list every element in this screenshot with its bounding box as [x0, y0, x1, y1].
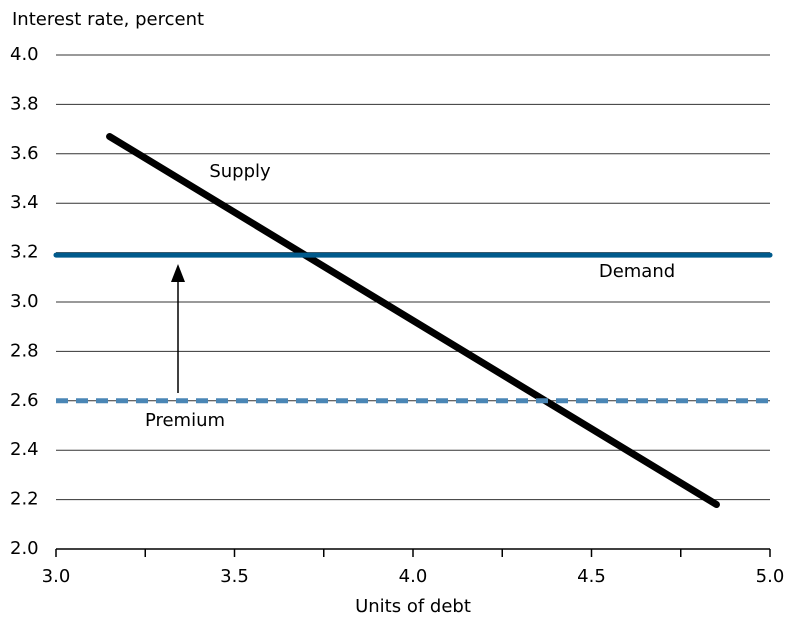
y-tick-label: 4.0 [10, 44, 39, 65]
x-tick-label: 3.5 [220, 566, 249, 587]
y-tick-label: 3.2 [10, 242, 39, 263]
y-tick-label: 3.0 [10, 291, 39, 312]
series-label: Demand [599, 261, 675, 282]
x-tick-label: 5.0 [756, 566, 785, 587]
y-tick-label: 3.6 [10, 143, 39, 164]
x-axis-title: Units of debt [355, 596, 471, 617]
y-tick-label: 2.8 [10, 340, 39, 361]
y-axis-title: Interest rate, percent [12, 9, 204, 30]
premium-arrow [171, 264, 185, 393]
y-tick-label: 2.6 [10, 390, 39, 411]
series-line [106, 133, 720, 509]
y-tick-label: 3.8 [10, 93, 39, 114]
x-tick-label: 4.0 [399, 566, 428, 587]
series-label: Premium [145, 410, 225, 431]
y-tick-label: 2.4 [10, 439, 39, 460]
y-tick-label: 3.4 [10, 192, 39, 213]
y-tick-label: 2.2 [10, 489, 39, 510]
x-tick-label: 3.0 [42, 566, 71, 587]
y-tick-label: 2.0 [10, 538, 39, 559]
x-tick-label: 4.5 [577, 566, 606, 587]
series-label: Supply [209, 161, 271, 182]
